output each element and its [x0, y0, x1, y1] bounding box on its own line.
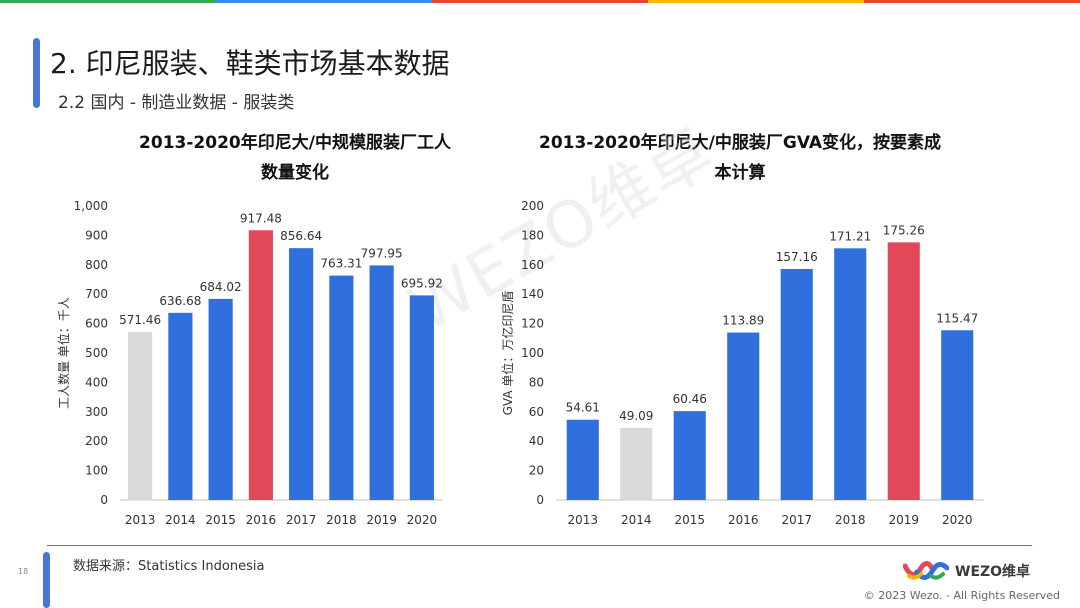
chart2-xtick-label-2013: 2013: [567, 513, 598, 527]
chart1-xtick-label-2018: 2018: [326, 513, 357, 527]
chart2-title: 2013-2020年印尼大/中服装厂GVA变化，按要素成 本计算: [510, 128, 970, 188]
chart1-y-axis-label: 工人数量 单位：千人: [56, 297, 71, 409]
chart2-xtick-label-2014: 2014: [621, 513, 652, 527]
chart1-ytick-label: 800: [85, 258, 108, 272]
chart1-ytick-label: 900: [85, 228, 108, 242]
topbar-segment-5: [864, 0, 1080, 3]
chart2-xtick-label-2019: 2019: [888, 513, 919, 527]
chart1-bar-2014: [168, 312, 193, 500]
chart1-title-line1: 2013-2020年印尼大/中规模服装厂工人: [139, 133, 451, 153]
footer-accent-bar: [43, 552, 50, 608]
brand-logo: WEZO维卓: [903, 560, 1030, 582]
chart2-data-label-2018: 171.21: [829, 229, 871, 243]
chart1-ytick-label: 1,000: [74, 199, 108, 213]
wezo-logo-icon: [903, 561, 949, 580]
chart1-ytick-label: 600: [85, 317, 108, 331]
chart1-data-label-2020: 695.92: [401, 276, 443, 290]
chart1-bar-2020: [409, 295, 434, 500]
chart1-xtick-label-2016: 2016: [246, 513, 277, 527]
chart2-ytick-label: 140: [521, 287, 544, 301]
chart2-xtick-label-2020: 2020: [942, 513, 973, 527]
chart2-ytick-label: 40: [529, 434, 544, 448]
chart1-data-label-2019: 797.95: [361, 246, 403, 260]
chart2-bar-2017: [780, 268, 813, 500]
chart1-bar-2015: [208, 298, 233, 500]
chart2-ytick-label: 180: [521, 228, 544, 242]
chart1-xtick-label-2014: 2014: [165, 513, 196, 527]
chart1-data-label-2013: 571.46: [119, 313, 161, 327]
chart1-xtick-label-2020: 2020: [407, 513, 438, 527]
chart1-bar-2013: [128, 331, 153, 500]
chart2-bar-2019: [887, 242, 920, 500]
chart2-xtick-label-2017: 2017: [781, 513, 812, 527]
chart1-ytick-label: 300: [85, 405, 108, 419]
chart2-ytick-label: 200: [521, 199, 544, 213]
chart2-bar-2018: [834, 248, 867, 500]
topbar-segment-2: [216, 0, 432, 3]
chart1-bar-2016: [248, 230, 273, 501]
chart2-xtick-label-2015: 2015: [674, 513, 705, 527]
chart2-bar-2016: [727, 332, 760, 500]
chart1-bar-2017: [289, 248, 314, 500]
chart2-title-line2: 本计算: [714, 163, 766, 183]
chart1-xtick-label-2015: 2015: [205, 513, 236, 527]
chart2-title-line1: 2013-2020年印尼大/中服装厂GVA变化，按要素成: [538, 133, 941, 153]
chart1-ytick-label: 0: [100, 493, 108, 507]
chart2-data-label-2017: 157.16: [776, 250, 818, 264]
topbar-segment-3: [432, 0, 648, 3]
chart2-data-label-2019: 175.26: [883, 223, 925, 237]
chart1-title-line2: 数量变化: [261, 163, 329, 183]
chart1-bar-2019: [369, 265, 394, 500]
chart2-bar-2013: [566, 419, 599, 500]
top-color-bar: [0, 0, 1080, 3]
chart2-data-label-2015: 60.46: [673, 392, 707, 406]
chart1-title: 2013-2020年印尼大/中规模服装厂工人 数量变化: [60, 128, 530, 188]
chart2-xtick-label-2018: 2018: [835, 513, 866, 527]
chart2-ytick-label: 60: [529, 405, 544, 419]
chart2-bar-2014: [620, 427, 653, 500]
chart2-ytick-label: 160: [521, 258, 544, 272]
chart1-ytick-label: 200: [85, 434, 108, 448]
chart2-data-label-2014: 49.09: [619, 409, 653, 423]
topbar-segment-4: [648, 0, 864, 3]
chart2-ytick-label: 100: [521, 346, 544, 360]
chart2-data-label-2020: 115.47: [936, 311, 978, 325]
data-source: 数据来源：Statistics Indonesia: [73, 559, 265, 574]
chart2-ytick-label: 120: [521, 317, 544, 331]
chart2-data-label-2016: 113.89: [722, 314, 764, 328]
chart1-data-label-2014: 636.68: [159, 294, 201, 308]
chart1-data-label-2016: 917.48: [240, 211, 282, 225]
topbar-segment-1: [0, 0, 216, 3]
chart2-ytick-label: 80: [529, 375, 544, 389]
chart1-ytick-label: 500: [85, 346, 108, 360]
page-title: 2. 印尼服装、鞋类市场基本数据: [50, 47, 450, 80]
page-subtitle: 2.2 国内 - 制造业数据 - 服装类: [58, 93, 295, 113]
chart1-ytick-label: 700: [85, 287, 108, 301]
chart1-xtick-label-2013: 2013: [125, 513, 156, 527]
chart2-y-axis-label: GVA 单位：万亿印尼盾: [500, 291, 515, 416]
title-accent-bar: [33, 38, 40, 108]
page-number: 18: [18, 567, 29, 576]
chart2-data-label-2013: 54.61: [566, 401, 600, 415]
chart1-ytick-label: 100: [85, 464, 108, 478]
chart2-xtick-label-2016: 2016: [728, 513, 759, 527]
chart1-bar-2018: [329, 275, 354, 500]
chart1-xtick-label-2019: 2019: [366, 513, 397, 527]
chart1-data-label-2017: 856.64: [280, 229, 322, 243]
chart2-ytick-label: 20: [529, 464, 544, 478]
copyright: © 2023 Wezo. - All Rights Reserved: [863, 589, 1060, 602]
chart2-bar-2015: [673, 411, 706, 500]
chart1-data-label-2018: 763.31: [320, 257, 362, 271]
chart1-ytick-label: 400: [85, 375, 108, 389]
chart1-data-label-2015: 684.02: [200, 280, 242, 294]
footer-divider: [47, 545, 1032, 546]
chart2-ytick-label: 0: [536, 493, 544, 507]
chart2-bar-2020: [941, 330, 974, 500]
brand-name: WEZO维卓: [955, 564, 1031, 580]
chart1-xtick-label-2017: 2017: [286, 513, 317, 527]
